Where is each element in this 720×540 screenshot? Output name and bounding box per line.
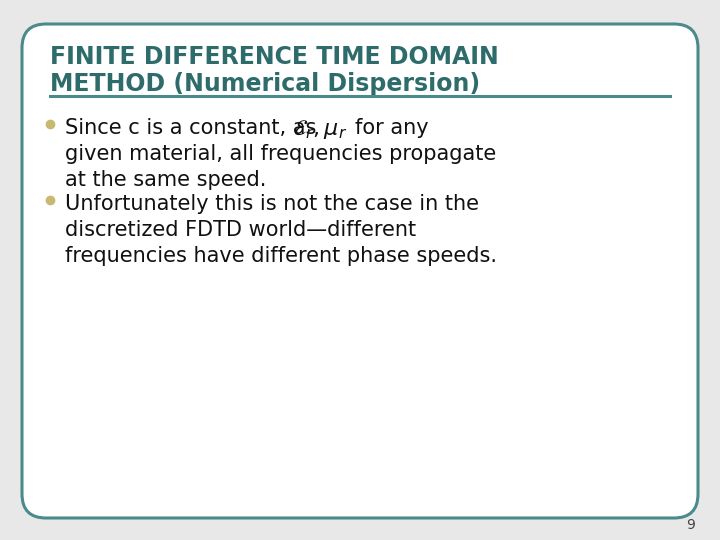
Text: given material, all frequencies propagate: given material, all frequencies propagat…: [65, 144, 496, 164]
Text: at the same speed.: at the same speed.: [65, 170, 266, 190]
Text: $\mathcal{E}_r ,\mu_r$: $\mathcal{E}_r ,\mu_r$: [293, 118, 347, 141]
Text: discretized FDTD world—different: discretized FDTD world—different: [65, 220, 416, 240]
Text: Unfortunately this is not the case in the: Unfortunately this is not the case in th…: [65, 194, 479, 214]
Text: FINITE DIFFERENCE TIME DOMAIN: FINITE DIFFERENCE TIME DOMAIN: [50, 45, 499, 69]
Text: frequencies have different phase speeds.: frequencies have different phase speeds.: [65, 246, 497, 266]
Text: Since c is a constant, as: Since c is a constant, as: [65, 118, 330, 138]
Text: 9: 9: [686, 518, 695, 532]
Text: METHOD (Numerical Dispersion): METHOD (Numerical Dispersion): [50, 72, 480, 96]
FancyBboxPatch shape: [22, 24, 698, 518]
Text: for any: for any: [355, 118, 428, 138]
